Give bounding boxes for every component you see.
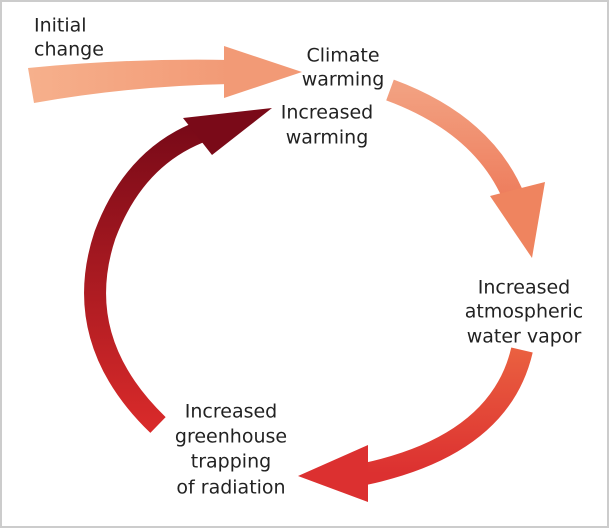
node-label: atmospheric xyxy=(465,301,583,323)
node-label: warming xyxy=(302,69,385,91)
node-label: Initial xyxy=(34,15,87,37)
node-climate-warming: Climate warming xyxy=(302,45,385,91)
arrow-greenhouse-to-warming xyxy=(84,108,272,433)
node-water-vapor: Increased atmospheric water vapor xyxy=(465,277,583,348)
node-label: change xyxy=(34,39,104,61)
node-label: greenhouse xyxy=(175,426,287,448)
arrow-initial xyxy=(28,46,302,103)
node-label: Climate xyxy=(306,45,379,67)
arrow-vapor-to-greenhouse xyxy=(298,347,533,502)
node-label: water vapor xyxy=(467,326,582,348)
node-label: Increased xyxy=(185,401,277,423)
node-initial-change: Initial change xyxy=(34,15,104,61)
node-greenhouse: Increased greenhouse trapping of radiati… xyxy=(175,401,287,499)
node-increased-warming: Increased warming xyxy=(281,102,373,149)
node-label: Increased xyxy=(281,102,373,124)
node-label: warming xyxy=(286,127,369,149)
arrow-climate-to-vapor xyxy=(386,79,545,258)
node-label: of radiation xyxy=(176,477,285,499)
node-label: trapping xyxy=(191,451,271,473)
node-label: Increased xyxy=(478,277,570,299)
